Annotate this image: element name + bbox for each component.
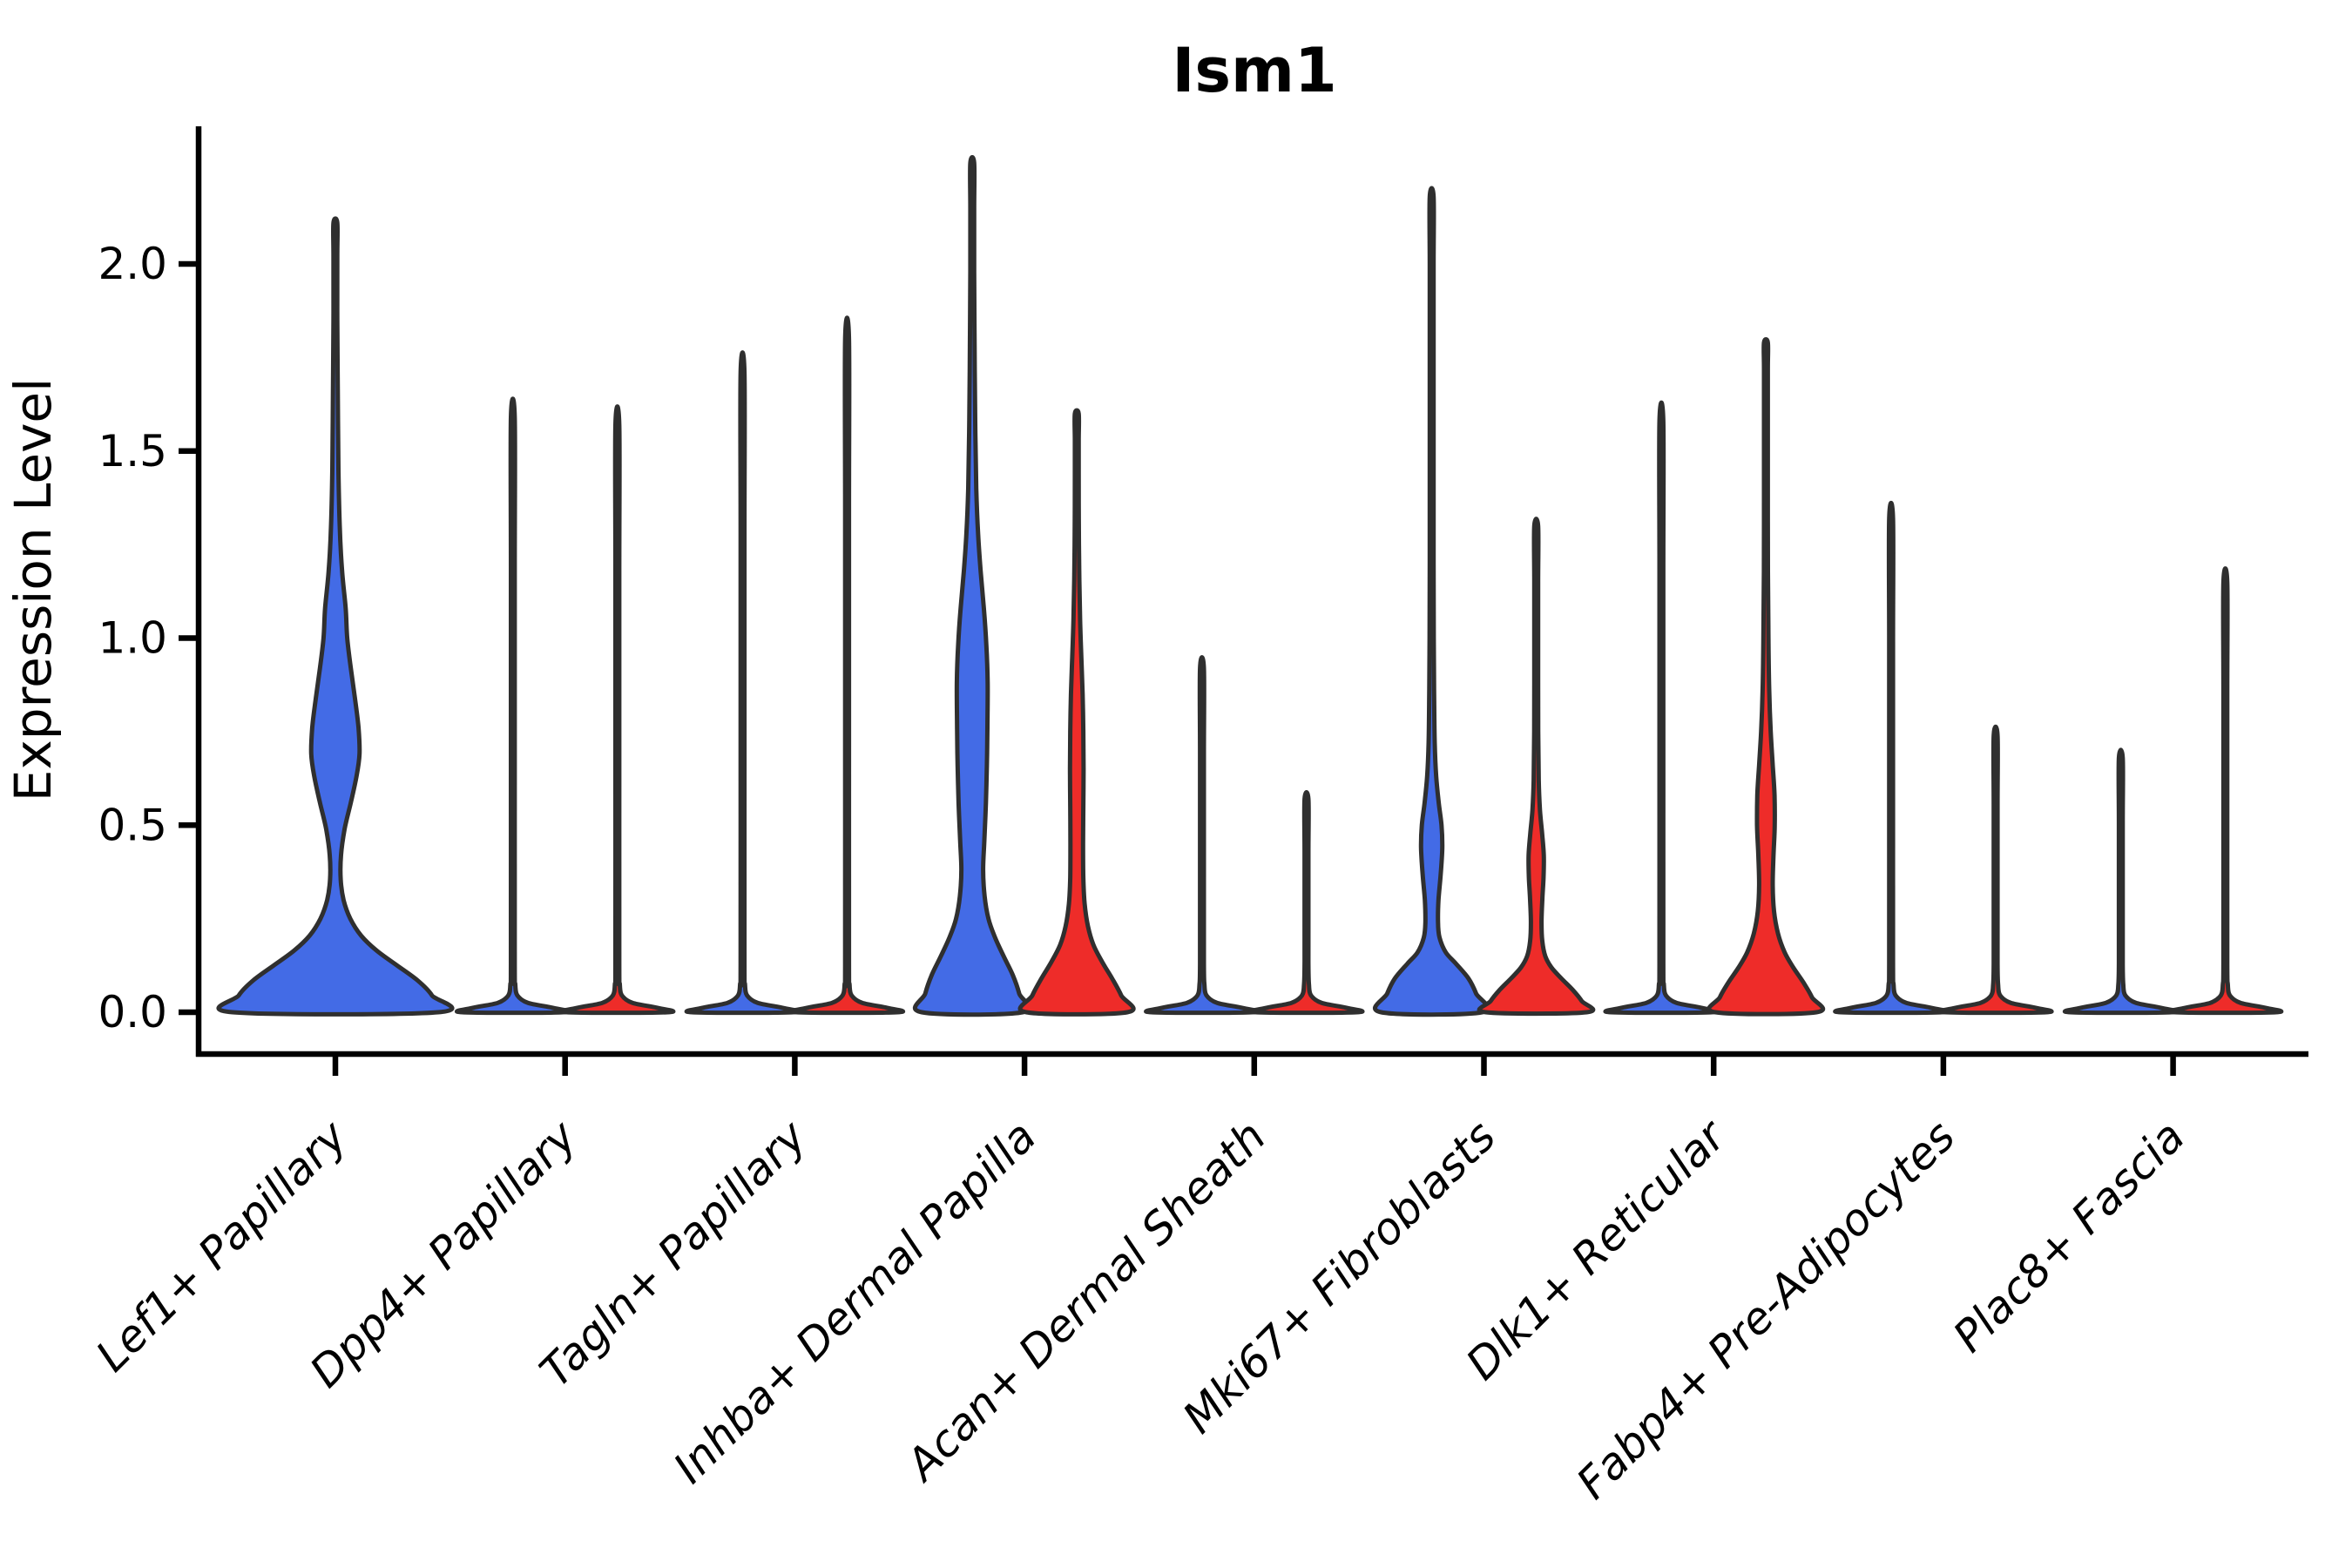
y-axis-label: Expression Level [3,378,63,801]
violin-tagln-papillary-red [788,315,906,1016]
violin-dpp4-papillary-red [558,404,676,1016]
y-tick-label: 0.0 [98,987,167,1037]
y-tick-label: 0.5 [98,800,167,850]
violin-dlk1-reticular-blue [1603,400,1720,1016]
violin-fabp4-pre-adipocytes-red [1937,724,2054,1016]
violin-mki67-fibroblasts-blue [1373,186,1490,1017]
violin-inhba-dermal-papilla-red [1017,408,1136,1017]
y-tick-label: 2.0 [98,239,167,289]
violin-fabp4-pre-adipocytes-blue [1833,500,1950,1016]
violin-dpp4-papillary-blue [454,396,571,1016]
violin-mki67-fibroblasts-red [1477,517,1596,1017]
violin-acan-dermal-sheath-blue [1144,655,1260,1016]
violin-tagln-papillary-blue [684,350,801,1016]
violin-lef1-papillary-blue [216,216,455,1017]
violin-plac8-fascia-blue [2062,747,2180,1016]
violin-plac8-fascia-red [2166,566,2284,1016]
violin-inhba-dermal-papilla-blue [913,155,1032,1017]
violin-dlk1-reticular-red [1707,336,1826,1017]
y-tick-label: 1.0 [98,613,167,664]
y-tick-label: 1.5 [98,426,167,476]
chart-title: Ism1 [1172,35,1336,106]
violin-acan-dermal-sheath-red [1248,790,1365,1016]
violins-layer [216,155,2284,1017]
